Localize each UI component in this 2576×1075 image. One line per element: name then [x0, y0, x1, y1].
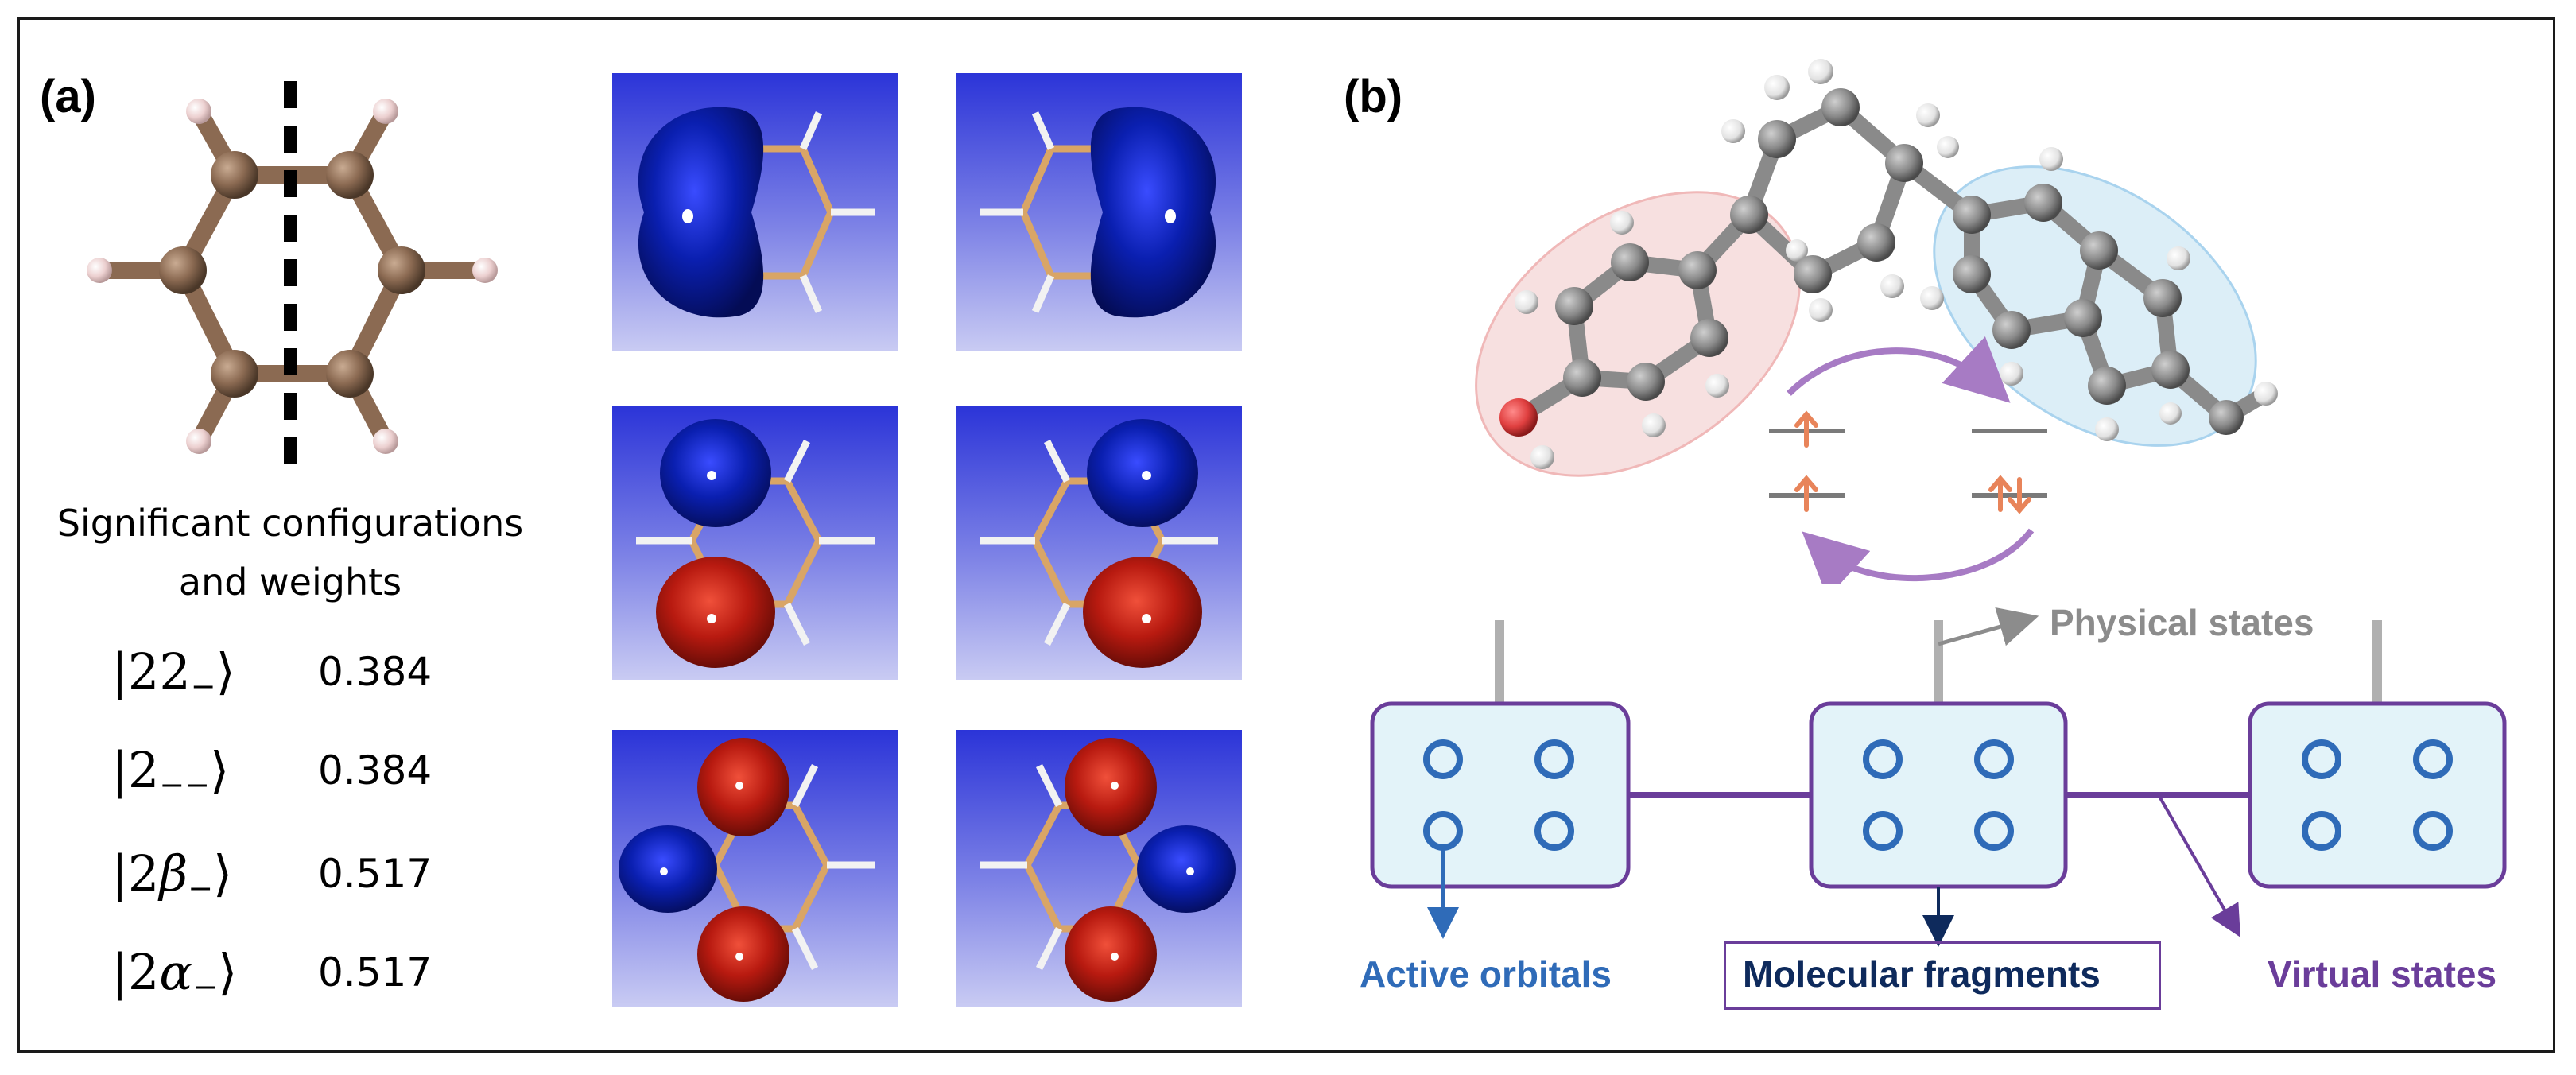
molecular-fragments-label: Molecular fragments: [1743, 953, 2101, 995]
config-ket: |2β−⟩: [111, 844, 233, 906]
orbital-image-6: [956, 730, 1242, 1007]
virtual-states-label: Virtual states: [2268, 953, 2497, 995]
config-ket: |2α−⟩: [111, 943, 238, 1004]
tensor-network-diagram: [1370, 607, 2507, 947]
donor-fragment-highlight: [1475, 191, 1801, 477]
physical-states-label: Physical states: [2050, 602, 2314, 643]
config-ket: |2−−⟩: [111, 741, 230, 802]
orbital-image-2: [956, 73, 1242, 351]
fragment-tensor-1: [1370, 701, 1631, 889]
orbital-image-3: [612, 406, 898, 680]
active-orbital-circles: [1423, 739, 2453, 851]
panel-b-label: (b): [1344, 71, 1403, 122]
config-weight: 0.384: [318, 649, 433, 695]
config-weight: 0.384: [318, 747, 433, 794]
orbital-image-4: [956, 406, 1242, 680]
panel-a-label: (a): [40, 71, 96, 122]
caption-line-2: and weights: [178, 561, 402, 603]
donor-acceptor-molecule: [1475, 59, 2278, 584]
figure-frame: [17, 17, 2555, 1053]
config-weight: 0.517: [318, 949, 433, 995]
orbital-image-5: [612, 730, 898, 1007]
caption-line-1: Significant configurations: [56, 502, 524, 545]
fragment-tensor-3: [2248, 701, 2507, 889]
spin-arrows: [1794, 410, 2031, 514]
fragment-tensor-2: [1809, 701, 2068, 889]
molecular-fragments-box: [1724, 941, 2161, 1010]
config-weight: 0.517: [318, 851, 433, 897]
config-ket: |22−⟩: [111, 642, 235, 704]
forward-transfer-arrow: [1787, 336, 2011, 403]
active-orbitals-label: Active orbitals: [1360, 953, 1612, 995]
backward-transfer-arrow: [1802, 528, 2035, 584]
benzene-molecule: [87, 81, 498, 465]
orbital-image-1: [612, 73, 898, 351]
